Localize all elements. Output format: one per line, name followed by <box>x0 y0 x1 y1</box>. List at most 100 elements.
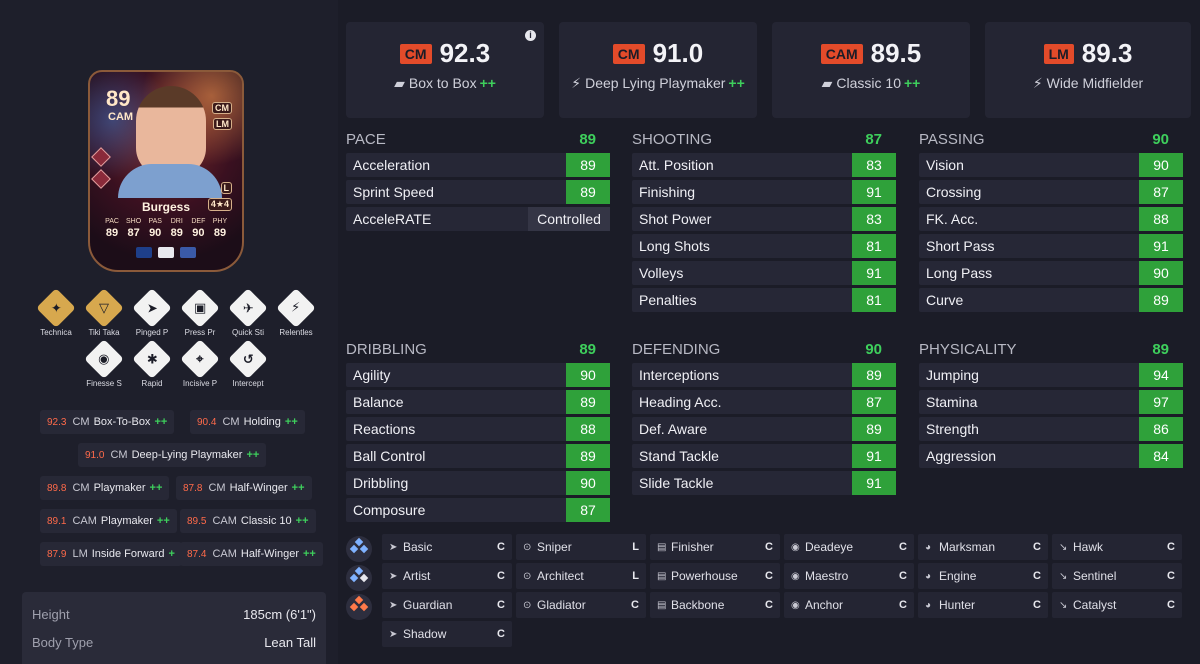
role-item[interactable]: 90.4 CM Holding ++ <box>190 410 305 434</box>
stat-group-shooting: SHOOTING 87 Att. Position 83 Finishing 91 Shot… <box>632 128 896 312</box>
playstyle-item[interactable]: ⌖ Incisive P <box>180 339 220 388</box>
role-item[interactable]: 87.8 CM Half-Winger ++ <box>176 476 312 500</box>
playstyle-item[interactable]: ▣ Press Pr <box>180 288 220 337</box>
info-icon[interactable]: i <box>525 30 536 41</box>
stat-row[interactable]: Composure 87 <box>346 498 610 522</box>
stat-row[interactable]: Long Pass 90 <box>919 261 1183 285</box>
stat-row[interactable]: Short Pass 91 <box>919 234 1183 258</box>
chem-style-finisher[interactable]: ▤ Finisher C <box>650 534 780 560</box>
chem-style-shadow[interactable]: ➤ Shadow C <box>382 621 512 647</box>
chem-style-marksman[interactable]: ◕ Marksman C <box>918 534 1048 560</box>
playstyle-item[interactable]: ✦ Technica <box>36 288 76 337</box>
stat-row[interactable]: Long Shots 81 <box>632 234 896 258</box>
card-stat-values: 89 87 90 89 90 89 <box>102 227 230 239</box>
stat-row[interactable]: Strength 86 <box>919 417 1183 441</box>
chem-style-basic[interactable]: ➤ Basic C <box>382 534 512 560</box>
stat-row[interactable]: Att. Position 83 <box>632 153 896 177</box>
player-card[interactable]: 89 CAM CM LM L 4★4 Burgess PAC SHO PAS D… <box>88 70 244 272</box>
stat-group-title: PHYSICALITY <box>919 340 1017 358</box>
chem-level-icon[interactable] <box>346 536 372 562</box>
chem-level-icon[interactable] <box>346 565 372 591</box>
chem-style-architect[interactable]: ⊙ Architect L <box>516 563 646 589</box>
top-role-card[interactable]: CM 92.3 ▰ Box to Box ++ i <box>346 22 544 118</box>
stat-row[interactable]: Agility 90 <box>346 363 610 387</box>
stat-row[interactable]: Stamina 97 <box>919 390 1183 414</box>
card-stat-label: DRI <box>170 218 183 225</box>
stat-row[interactable]: Volleys 91 <box>632 261 896 285</box>
stat-row[interactable]: Reactions 88 <box>346 417 610 441</box>
role-position: CM <box>72 416 90 428</box>
chem-style-anchor[interactable]: ◉ Anchor C <box>784 592 914 618</box>
stat-row[interactable]: Acceleration 89 <box>346 153 610 177</box>
role-item[interactable]: 89.5 CAM Classic 10 ++ <box>180 509 316 533</box>
chem-level-icon[interactable] <box>346 594 372 620</box>
stat-row[interactable]: Penalties 81 <box>632 288 896 312</box>
playstyle-label: Incisive P <box>182 379 218 388</box>
playstyle-item[interactable]: ⚡ Relentles <box>276 288 316 337</box>
chem-style-engine[interactable]: ◕ Engine C <box>918 563 1048 589</box>
role-item[interactable]: 87.9 LM Inside Forward + <box>40 542 182 566</box>
stat-row[interactable]: Sprint Speed 89 <box>346 180 610 204</box>
chem-style-guardian[interactable]: ➤ Guardian C <box>382 592 512 618</box>
stat-name: Sprint Speed <box>353 184 434 200</box>
chem-style-icon: ◉ <box>791 570 800 582</box>
playstyle-item[interactable]: ◉ Finesse S <box>84 339 124 388</box>
chem-style-powerhouse[interactable]: ▤ Powerhouse C <box>650 563 780 589</box>
top-role-card[interactable]: LM 89.3 ⚡ Wide Midfielder <box>985 22 1191 118</box>
stat-row[interactable]: Jumping 94 <box>919 363 1183 387</box>
role-value: 87.8 <box>183 482 203 494</box>
chem-style-backbone[interactable]: ▤ Backbone C <box>650 592 780 618</box>
stat-row[interactable]: Slide Tackle 91 <box>632 471 896 495</box>
stat-row[interactable]: Crossing 87 <box>919 180 1183 204</box>
chem-style-level: C <box>1167 541 1175 553</box>
role-value: 90.4 <box>197 416 217 428</box>
role-position: CAM <box>212 548 237 560</box>
chem-style-sniper[interactable]: ⊙ Sniper L <box>516 534 646 560</box>
chem-style-level: C <box>765 541 773 553</box>
stat-row[interactable]: Shot Power 83 <box>632 207 896 231</box>
stat-value: 91 <box>852 471 896 495</box>
chem-style-gladiator[interactable]: ⊙ Gladiator C <box>516 592 646 618</box>
stat-row[interactable]: Heading Acc. 87 <box>632 390 896 414</box>
chem-style-sentinel[interactable]: ↘ Sentinel C <box>1052 563 1182 589</box>
chem-style-artist[interactable]: ➤ Artist C <box>382 563 512 589</box>
stat-row[interactable]: FK. Acc. 88 <box>919 207 1183 231</box>
stat-value: 86 <box>1139 417 1183 441</box>
playstyle-item[interactable]: ➤ Pinged P <box>132 288 172 337</box>
role-item[interactable]: 89.1 CAM Playmaker ++ <box>40 509 177 533</box>
stat-group-physicality: PHYSICALITY 89 Jumping 94 Stamina 97 Strength 8… <box>919 338 1183 468</box>
stat-row[interactable]: AcceleRATE Controlled <box>346 207 610 231</box>
chem-style-hunter[interactable]: ◕ Hunter C <box>918 592 1048 618</box>
role-name: Classic 10 <box>240 515 292 527</box>
playstyle-item[interactable]: ✈ Quick Sti <box>228 288 268 337</box>
role-item[interactable]: 91.0 CM Deep-Lying Playmaker ++ <box>78 443 267 467</box>
role-item[interactable]: 87.4 CAM Half-Winger ++ <box>180 542 323 566</box>
stat-row[interactable]: Finishing 91 <box>632 180 896 204</box>
playstyle-item[interactable]: ✱ Rapid <box>132 339 172 388</box>
chem-style-maestro[interactable]: ◉ Maestro C <box>784 563 914 589</box>
playstyle-item[interactable]: ▽ Tiki Taka <box>84 288 124 337</box>
stat-row[interactable]: Interceptions 89 <box>632 363 896 387</box>
stat-row[interactable]: Stand Tackle 91 <box>632 444 896 468</box>
chem-style-catalyst[interactable]: ↘ Catalyst C <box>1052 592 1182 618</box>
top-role-rating: 89.3 <box>1081 38 1133 68</box>
top-role-subtitle: ⚡ Wide Midfielder <box>985 75 1191 92</box>
playstyle-item[interactable]: ↺ Intercept <box>228 339 268 388</box>
info-value: Lean Tall <box>264 634 316 650</box>
stat-row[interactable]: Balance 89 <box>346 390 610 414</box>
chem-style-name: Hawk <box>1073 540 1104 554</box>
chem-style-deadeye[interactable]: ◉ Deadeye C <box>784 534 914 560</box>
stat-name: Aggression <box>926 448 997 464</box>
stat-group-header: DRIBBLING 89 <box>346 338 610 360</box>
stat-row[interactable]: Def. Aware 89 <box>632 417 896 441</box>
stat-row[interactable]: Vision 90 <box>919 153 1183 177</box>
stat-row[interactable]: Ball Control 89 <box>346 444 610 468</box>
top-role-card[interactable]: CM 91.0 ⚡ Deep Lying Playmaker ++ <box>559 22 757 118</box>
role-item[interactable]: 89.8 CM Playmaker ++ <box>40 476 170 500</box>
chem-style-hawk[interactable]: ↘ Hawk C <box>1052 534 1182 560</box>
stat-row[interactable]: Curve 89 <box>919 288 1183 312</box>
top-role-card[interactable]: CAM 89.5 ▰ Classic 10 ++ <box>772 22 970 118</box>
stat-row[interactable]: Dribbling 90 <box>346 471 610 495</box>
stat-row[interactable]: Aggression 84 <box>919 444 1183 468</box>
role-item[interactable]: 92.3 CM Box-To-Box ++ <box>40 410 175 434</box>
